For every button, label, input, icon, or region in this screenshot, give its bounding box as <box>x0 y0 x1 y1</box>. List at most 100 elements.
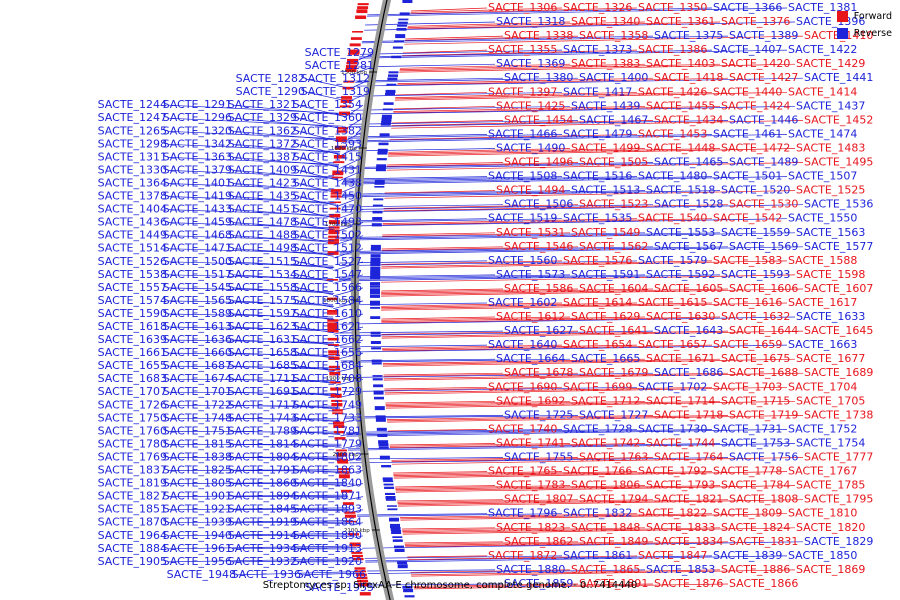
gene-label-reverse: SACTE_1656 <box>293 346 362 359</box>
label-connector <box>167 417 339 420</box>
gene-label-forward: SACTE_1641 <box>579 324 648 337</box>
reverse-feature <box>397 561 408 564</box>
gene-label-reverse: SACTE_1279 <box>305 46 374 59</box>
gene-label-reverse: SACTE_1466 <box>488 127 557 140</box>
label-connector <box>381 260 563 265</box>
gene-label-reverse: SACTE_1362 <box>228 124 297 137</box>
forward-feature <box>338 468 350 471</box>
label-connector <box>341 444 364 450</box>
forward-feature <box>330 393 342 398</box>
gene-label-forward: SACTE_1763 <box>579 451 648 464</box>
label-connector <box>167 261 334 267</box>
reverse-feature <box>370 341 381 344</box>
gene-label-forward: SACTE_1688 <box>729 366 798 379</box>
forward-feature <box>332 170 344 175</box>
label-connector <box>385 400 571 405</box>
label-connector <box>384 386 713 394</box>
label-connector <box>357 63 496 68</box>
label-connector <box>232 143 341 154</box>
gene-label-reverse: SACTE_1702 <box>638 380 707 393</box>
gene-label-reverse: SACTE_1727 <box>579 408 648 421</box>
gene-label-forward: SACTE_1807 <box>504 493 573 506</box>
reverse-feature <box>370 269 381 274</box>
label-connector <box>339 316 796 325</box>
gene-label-forward: SACTE_1448 <box>646 142 715 155</box>
label-connector <box>167 326 334 331</box>
gene-label-reverse: SACTE_1431 <box>293 163 362 176</box>
reverse-feature <box>399 12 410 15</box>
reverse-feature <box>373 384 384 388</box>
label-connector <box>407 555 488 558</box>
gene-label-reverse: SACTE_1780 <box>98 437 167 450</box>
gene-label-reverse: SACTE_1864 <box>293 516 362 529</box>
forward-feature <box>359 592 371 596</box>
gene-label-reverse: SACTE_1730 <box>638 422 707 435</box>
gene-label-reverse: SACTE_1319 <box>301 85 370 98</box>
gene-label-reverse: SACTE_1419 <box>163 190 232 203</box>
gene-label-reverse: SACTE_1560 <box>488 254 557 267</box>
gene-label-reverse: SACTE_1921 <box>163 503 232 516</box>
gene-label-reverse: SACTE_1354 <box>293 98 362 111</box>
gene-label-reverse: SACTE_1438 <box>293 177 362 190</box>
label-connector <box>297 444 342 448</box>
label-connector <box>391 457 579 461</box>
gene-label-reverse: SACTE_1396 <box>796 15 865 28</box>
gene-label-forward: SACTE_1715 <box>721 394 790 407</box>
label-connector <box>297 535 355 537</box>
label-connector <box>386 162 579 167</box>
gene-label-reverse: SACTE_1964 <box>98 529 167 542</box>
forward-feature <box>327 319 339 322</box>
gene-label-reverse: SACTE_1369 <box>496 57 565 70</box>
gene-label-reverse: SACTE_1919 <box>228 516 297 529</box>
label-connector <box>389 134 638 140</box>
reverse-feature <box>386 505 397 507</box>
reverse-feature <box>370 254 381 257</box>
gene-label-reverse: SACTE_1382 <box>293 124 362 137</box>
gene-label-reverse: SACTE_1507 <box>788 170 857 183</box>
reverse-feature <box>370 266 381 270</box>
reverse-feature <box>389 517 399 522</box>
gene-label-forward: SACTE_1326 <box>563 1 632 14</box>
label-connector <box>347 443 796 451</box>
forward-feature <box>348 533 359 536</box>
forward-feature <box>336 130 348 133</box>
label-connector <box>382 344 713 352</box>
reverse-feature <box>383 102 394 105</box>
gene-label-forward: SACTE_1617 <box>788 296 857 309</box>
gene-label-forward: SACTE_1793 <box>646 479 715 492</box>
gene-label-reverse: SACTE_1423 <box>228 177 297 190</box>
reverse-feature <box>375 167 386 172</box>
reverse-feature <box>372 210 383 214</box>
reverse-feature <box>396 27 407 31</box>
reverse-feature <box>375 415 386 419</box>
reverse-feature <box>385 89 396 94</box>
label-connector <box>232 547 357 550</box>
label-connector <box>167 287 334 292</box>
forward-feature <box>327 279 339 281</box>
forward-feature <box>327 322 339 326</box>
gene-label-forward: SACTE_1659 <box>713 338 782 351</box>
gene-label-forward: SACTE_1546 <box>504 240 573 253</box>
gene-label-reverse: SACTE_1409 <box>228 163 297 176</box>
gene-label-forward: SACTE_1795 <box>804 493 873 506</box>
label-connector <box>388 429 488 432</box>
forward-feature <box>347 58 358 63</box>
gene-label-reverse: SACTE_1470 <box>293 203 362 216</box>
label-connector <box>381 260 713 268</box>
label-connector <box>362 35 654 42</box>
reverse-feature <box>382 477 393 481</box>
label-connector <box>343 176 563 181</box>
gene-label-forward: SACTE_1453 <box>638 127 707 140</box>
label-connector <box>383 372 729 380</box>
gene-label-reverse: SACTE_1378 <box>98 190 167 203</box>
gene-label-forward: SACTE_1766 <box>563 465 632 478</box>
label-connector <box>410 7 563 13</box>
label-connector <box>346 429 788 437</box>
reverse-feature <box>397 24 408 27</box>
label-connector <box>382 232 571 237</box>
gene-label-reverse: SACTE_1380 <box>504 71 573 84</box>
gene-label-reverse: SACTE_1488 <box>228 229 297 242</box>
label-connector <box>167 209 336 216</box>
label-connector <box>167 274 334 280</box>
label-connector <box>410 7 638 14</box>
